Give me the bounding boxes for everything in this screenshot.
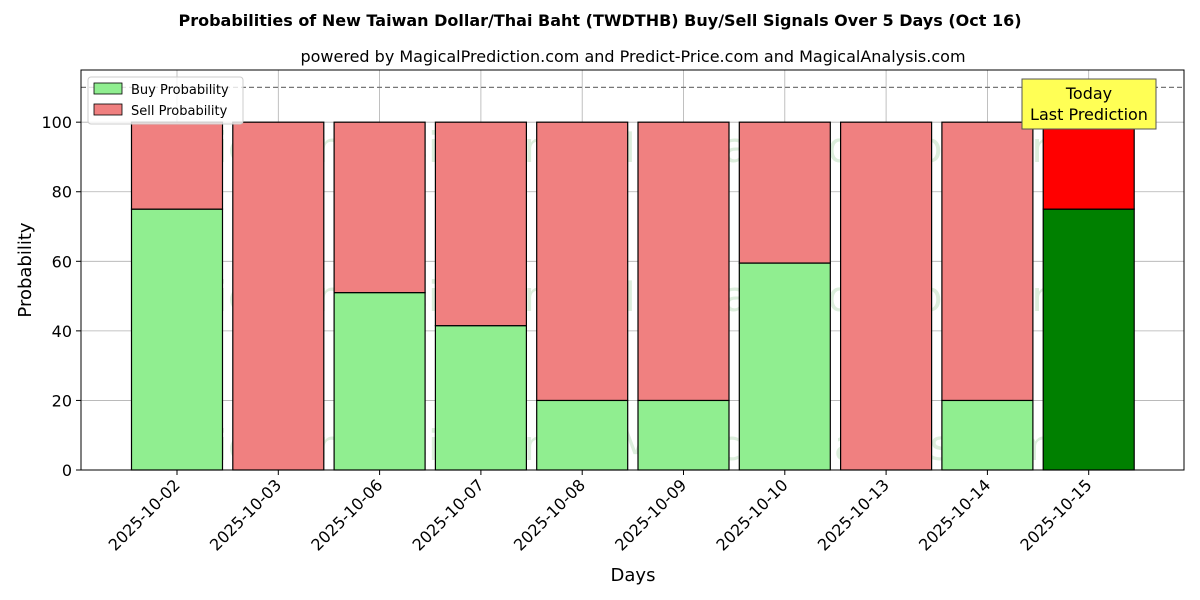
legend: Buy Probability Sell Probability (87, 76, 244, 125)
y-tick-label: 40 (52, 322, 72, 341)
bar-sell (130, 121, 224, 210)
bar-buy (637, 399, 730, 471)
annotation-box (1021, 78, 1157, 130)
bar-buy (130, 208, 224, 471)
annotation-line2: Last Prediction (1030, 105, 1148, 124)
bar-sell (434, 121, 527, 327)
x-tick-label: 2025-10-06 (307, 475, 386, 554)
bar-sell (536, 121, 629, 402)
x-tick-label: 2025-10-09 (611, 475, 690, 554)
bar-buy (333, 292, 426, 471)
y-tick-label: 100 (41, 113, 72, 132)
bar-buy (738, 262, 831, 471)
bar-sell (839, 121, 933, 471)
x-tick-label: 2025-10-03 (206, 475, 285, 554)
bar-sell (1042, 121, 1135, 210)
x-tick-label: 2025-10-15 (1016, 475, 1095, 554)
x-tick-label: 2025-10-02 (105, 475, 184, 554)
y-tick-label: 60 (52, 252, 72, 271)
legend-label-buy: Buy Probability (131, 83, 229, 98)
bar-buy (434, 325, 527, 471)
bar-sell (637, 121, 730, 402)
y-tick-label: 20 (52, 391, 72, 410)
bar-sell (941, 121, 1034, 402)
bar-sell (232, 121, 325, 471)
y-tick-label: 80 (52, 183, 72, 202)
x-tick-label: 2025-10-08 (510, 475, 589, 554)
x-tick-label: 2025-10-13 (814, 475, 893, 554)
bar-sell (333, 121, 426, 294)
y-tick-label: 0 (62, 461, 72, 480)
x-tick-label: 2025-10-07 (409, 475, 488, 554)
legend-label-sell: Sell Probability (131, 104, 228, 119)
today-annotation: Today Last Prediction (1021, 78, 1157, 130)
bar-buy (536, 399, 629, 471)
annotation-line1: Today (1065, 84, 1112, 103)
legend-box (87, 76, 244, 125)
x-tick-label: 2025-10-14 (915, 475, 994, 554)
chart-title: Probabilities of New Taiwan Dollar/Thai … (178, 11, 1021, 30)
y-axis-label: Probability (15, 222, 36, 317)
plot-frame (80, 69, 1185, 471)
bar-sell (738, 121, 831, 264)
legend-swatch-sell (93, 103, 123, 116)
bar-buy (941, 399, 1034, 471)
chart-subtitle: powered by MagicalPrediction.com and Pre… (300, 47, 965, 66)
x-axis-label: Days (611, 565, 656, 586)
bar-buy (1042, 208, 1135, 471)
x-tick-label: 2025-10-10 (712, 475, 791, 554)
bars-layer (130, 121, 1135, 471)
legend-swatch-buy (93, 82, 123, 95)
